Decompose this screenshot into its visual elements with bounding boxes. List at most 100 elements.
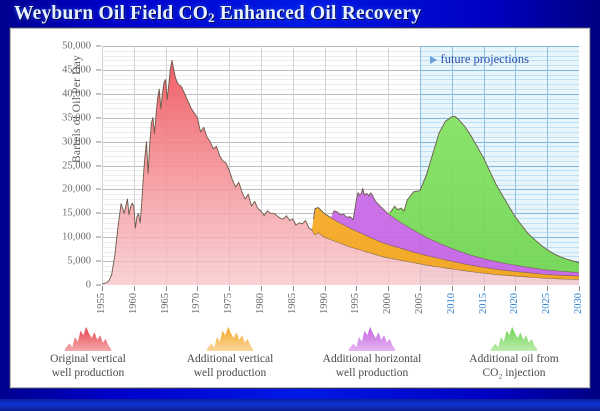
y-axis-tick-mark [96, 69, 101, 71]
area-series-1 [102, 60, 579, 285]
x-axis-tick-label: 1995 [350, 293, 362, 314]
x-axis-tick-mark [102, 286, 103, 291]
title-tail: Enhanced Oil Recovery [214, 3, 422, 24]
x-axis-tick-label: 2005 [414, 293, 425, 314]
x-axis-tick-label: 2025 [541, 293, 553, 314]
legend-item-2: Additional horizontal well production [301, 325, 443, 385]
x-axis-tick-label: 2030 [573, 293, 584, 314]
projection-gridline-minor [420, 132, 579, 133]
projection-gridline-minor [420, 75, 579, 76]
y-axis-tick-mark [96, 284, 101, 286]
title-main: Weyburn Oil Field CO [14, 3, 209, 24]
area-outline-3 [389, 116, 579, 264]
x-axis-tick-mark [261, 286, 262, 291]
projection-gridline-minor [420, 79, 579, 80]
projection-gridline-minor [420, 170, 579, 171]
y-axis-tick-mark [96, 260, 101, 262]
x-axis-tick-label: 1975 [223, 293, 235, 314]
title-bar: Weyburn Oil Field CO2 Enhanced Oil Recov… [0, 0, 600, 28]
chart-legend: Original vertical well production Additio… [17, 325, 585, 385]
projection-gridline-minor [420, 151, 579, 152]
legend-item-3: Additional oil from CO₂ injection [443, 325, 585, 385]
x-axis-tick-mark [388, 286, 390, 291]
y-axis-tick-mark [96, 236, 101, 238]
x-axis-tick-mark [324, 286, 326, 291]
y-axis-tick-label: 20,000 [62, 183, 91, 195]
legend-label-1: Additional vertical well production [186, 353, 274, 379]
x-axis-tick-mark [197, 286, 199, 291]
x-axis-tick-mark [292, 286, 294, 291]
projection-gridline-minor [420, 99, 579, 100]
y-axis-tick-mark [96, 141, 101, 143]
projection-gridline-major [420, 46, 579, 47]
projection-gridline-vertical [547, 46, 548, 285]
projection-gridline-major [420, 94, 579, 95]
y-axis-tick-mark [96, 188, 101, 190]
legend-label-3: Additional oil from CO₂ injection [469, 353, 559, 379]
x-axis-tick-label: 1965 [159, 293, 171, 314]
page-title: Weyburn Oil Field CO2 Enhanced Oil Recov… [14, 3, 421, 25]
projection-gridline-minor [420, 113, 579, 114]
area-peak-icon [490, 326, 538, 351]
x-axis-tick-label: 2000 [382, 293, 394, 314]
x-axis-tick-mark [420, 286, 421, 291]
y-axis-tick-label: 0 [85, 279, 91, 291]
projection-gridline-major [420, 70, 579, 71]
x-axis-tick-mark [165, 286, 167, 291]
frame-bottom-strip [0, 399, 600, 411]
projection-gridline-minor [420, 127, 579, 128]
legend-item-0: Original vertical well production [17, 325, 159, 385]
title-subscript: 2 [208, 10, 215, 25]
projection-gridline-minor [420, 60, 579, 61]
area-peak-icon [348, 326, 396, 351]
projection-gridline-minor [420, 156, 579, 157]
future-projections-annotation: future projections [429, 52, 530, 67]
x-axis-tick-label: 1960 [127, 293, 139, 314]
y-axis-tick-label: 30,000 [62, 136, 91, 148]
projection-gridline-minor [420, 175, 579, 176]
x-axis-tick-mark [547, 286, 549, 291]
projection-gridline-minor [420, 137, 579, 138]
projection-gridline-minor [420, 180, 579, 181]
x-axis-tick-label: 2015 [477, 293, 489, 314]
legend-item-1: Additional vertical well production [159, 325, 301, 385]
x-axis-tick-mark [356, 286, 358, 291]
y-axis-tick-label: 35,000 [62, 112, 91, 124]
x-axis-tick-mark [451, 286, 453, 291]
y-axis-tick-label: 45,000 [62, 64, 91, 76]
y-axis-tick-label: 10,000 [62, 231, 91, 243]
stacked-area-series [102, 59, 579, 285]
projection-gridline-minor [420, 89, 579, 90]
area-peak-icon [64, 326, 112, 351]
y-axis-tick-mark [96, 117, 101, 119]
y-axis-tick-label: 15,000 [62, 207, 91, 219]
x-axis-tick-label: 2010 [445, 293, 457, 314]
legend-label-0: Original vertical well production [50, 353, 126, 379]
x-axis-tick-label: 1985 [286, 293, 298, 314]
area-outline-2 [332, 187, 579, 273]
legend-label-2: Additional horizontal well production [322, 353, 422, 379]
x-axis-tick-label: 1980 [255, 293, 266, 314]
projection-gridline-minor [420, 56, 579, 57]
projection-gridline-minor [420, 65, 579, 66]
projection-gridline-minor [420, 108, 579, 109]
annotation-label: future projections [440, 52, 530, 67]
area-peak-icon [206, 326, 254, 351]
y-axis-tick-label: 50,000 [62, 40, 91, 52]
projection-gridline-minor [420, 146, 579, 147]
x-axis-tick-label: 1970 [191, 293, 203, 314]
x-axis-tick-label: 2020 [509, 293, 521, 314]
projection-gridline-minor [420, 161, 579, 162]
y-axis-tick-mark [96, 45, 101, 47]
x-axis-tick-mark [579, 286, 580, 291]
projection-gridline-major [420, 142, 579, 143]
y-axis-tick-mark [96, 212, 101, 214]
y-axis-tick-label: 5,000 [67, 255, 91, 267]
x-axis-tick-mark [229, 286, 231, 291]
y-axis-tick-label: 25,000 [62, 160, 91, 171]
x-axis-tick-mark [515, 286, 517, 291]
projection-gridline-minor [420, 51, 579, 52]
y-axis-tick-mark [96, 165, 101, 166]
projection-gridline-major [420, 166, 579, 167]
projection-gridline-minor [420, 84, 579, 85]
